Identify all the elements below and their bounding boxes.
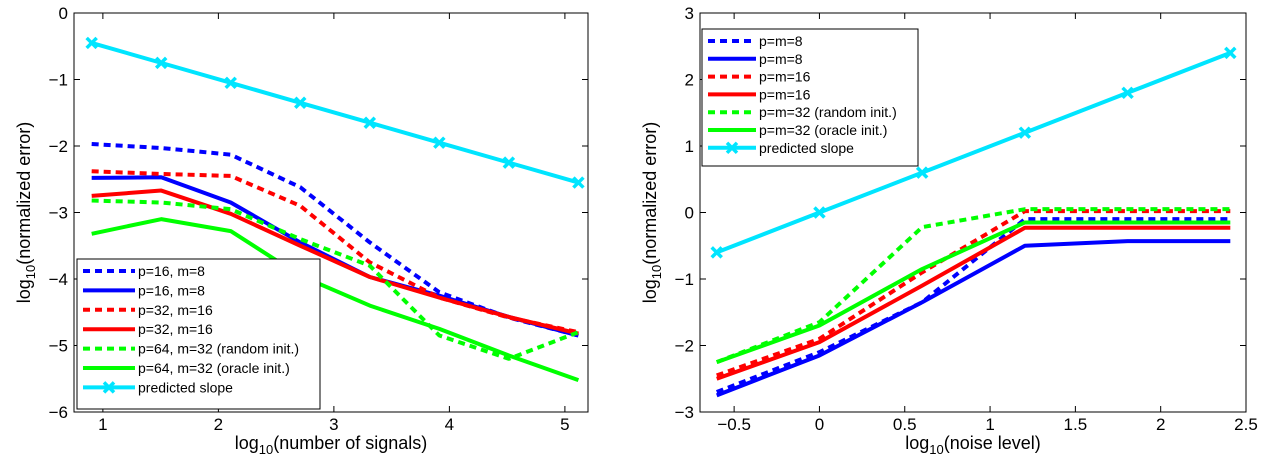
y-tick-label: 2 — [685, 71, 694, 90]
x-axis-label-prefix: log — [905, 433, 929, 453]
legend-entry-label: p=64, m=32 (random init.) — [138, 341, 299, 357]
x-tick-label: 1 — [985, 415, 994, 434]
y-axis-label-subscript: 10 — [649, 265, 664, 279]
x-axis-label-subscript: 10 — [259, 442, 273, 457]
legend-marker-icon — [102, 381, 116, 394]
y-axis-label: log10(normalized error) — [640, 122, 664, 304]
legend-entry-label: predicted slope — [138, 379, 233, 395]
x-tick-label: 2 — [214, 415, 223, 434]
y-tick-label: −1 — [675, 270, 694, 289]
series-6-point-marker — [572, 176, 585, 189]
x-axis-label-prefix: log — [235, 433, 259, 453]
legend-entry-label: p=16, m=8 — [138, 263, 205, 279]
x-tick-label: 1.5 — [1064, 415, 1088, 434]
y-tick-label: −2 — [49, 137, 68, 156]
series-line-6 — [91, 41, 579, 185]
series-6-point-marker — [224, 76, 237, 90]
x-tick-label: 0 — [815, 415, 824, 434]
legend-entry-label: p=m=32 (random init.) — [759, 104, 897, 120]
series-line-5 — [716, 220, 1231, 365]
legend-entry-label: p=m=16 — [759, 69, 811, 85]
y-tick-label: −3 — [675, 403, 694, 422]
y-tick-label: 0 — [59, 4, 68, 23]
x-axis-label-suffix: (number of signals) — [273, 433, 427, 453]
legend-box — [76, 258, 321, 410]
y-tick-label: 0 — [685, 204, 694, 223]
legend-entry-label: p=m=8 — [759, 33, 803, 49]
y-tick-label: −4 — [49, 270, 68, 289]
x-tick-label: 2.5 — [1234, 415, 1258, 434]
x-axis-label-subscript: 10 — [929, 442, 943, 457]
x-tick-label: 0.5 — [893, 415, 917, 434]
y-tick-label: −3 — [49, 204, 68, 223]
legend-entry-label: p=32, m=16 — [138, 321, 213, 337]
series-6-point-marker — [1224, 46, 1237, 60]
legend-entry-label: p=m=16 — [759, 86, 811, 102]
series-line-4 — [91, 198, 580, 361]
series-6-point-marker — [1121, 86, 1134, 100]
legend-entry-label: p=16, m=8 — [138, 282, 205, 298]
x-axis-label: log10(noise level) — [905, 433, 1041, 457]
series-6-point-marker — [154, 56, 168, 70]
series-line-4 — [715, 207, 1231, 364]
x-tick-label: 4 — [445, 415, 454, 434]
series-6-point-marker — [363, 116, 377, 129]
y-axis-label: log10(normalized error) — [14, 122, 38, 304]
legend-entry-label: p=m=8 — [759, 51, 803, 67]
y-tick-label: −2 — [675, 337, 694, 356]
y-tick-label: 3 — [685, 4, 694, 23]
legend-marker-icon — [725, 141, 739, 155]
series-6-point-marker — [710, 246, 723, 259]
y-tick-label: −5 — [49, 337, 68, 356]
legend-box — [701, 28, 919, 167]
legend-entry-label: p=32, m=16 — [138, 302, 213, 318]
x-axis-label: log10(number of signals) — [235, 433, 428, 457]
legend-entry-label: p=m=32 (oracle init.) — [759, 122, 887, 138]
series-6-point-marker — [294, 96, 307, 110]
y-axis-label-subscript: 10 — [23, 265, 38, 279]
legend-entry-label: predicted slope — [759, 140, 854, 156]
series-line-6 — [715, 51, 1232, 255]
series-6-point-marker — [1018, 126, 1032, 139]
series-6-point-marker — [85, 36, 98, 50]
x-axis-label-suffix: (noise level) — [944, 433, 1041, 453]
y-axis-label-prefix: log — [14, 279, 34, 303]
x-tick-label: 1 — [98, 415, 107, 434]
series-line-0 — [715, 217, 1231, 394]
y-tick-label: −1 — [49, 71, 68, 90]
y-axis-label-prefix: log — [640, 279, 660, 303]
y-tick-label: 1 — [685, 137, 694, 156]
series-6-point-marker — [915, 166, 929, 179]
legend-entry-label: p=64, m=32 (oracle init.) — [138, 360, 290, 376]
y-tick-label: −6 — [49, 403, 68, 422]
series-6-point-marker — [502, 156, 516, 169]
x-tick-label: 2 — [1156, 415, 1165, 434]
series-line-3 — [91, 188, 579, 336]
series-line-1 — [715, 239, 1231, 398]
series-6-point-marker — [813, 206, 826, 219]
x-tick-label: 3 — [329, 415, 338, 434]
series-line-3 — [716, 225, 1231, 381]
y-axis-label-suffix: (normalized error) — [640, 122, 660, 265]
series-line-5 — [91, 217, 580, 382]
series-6-point-marker — [433, 136, 446, 149]
y-axis-label-suffix: (normalized error) — [14, 122, 34, 265]
x-tick-label: −0.5 — [717, 415, 751, 434]
x-tick-label: 5 — [560, 415, 569, 434]
